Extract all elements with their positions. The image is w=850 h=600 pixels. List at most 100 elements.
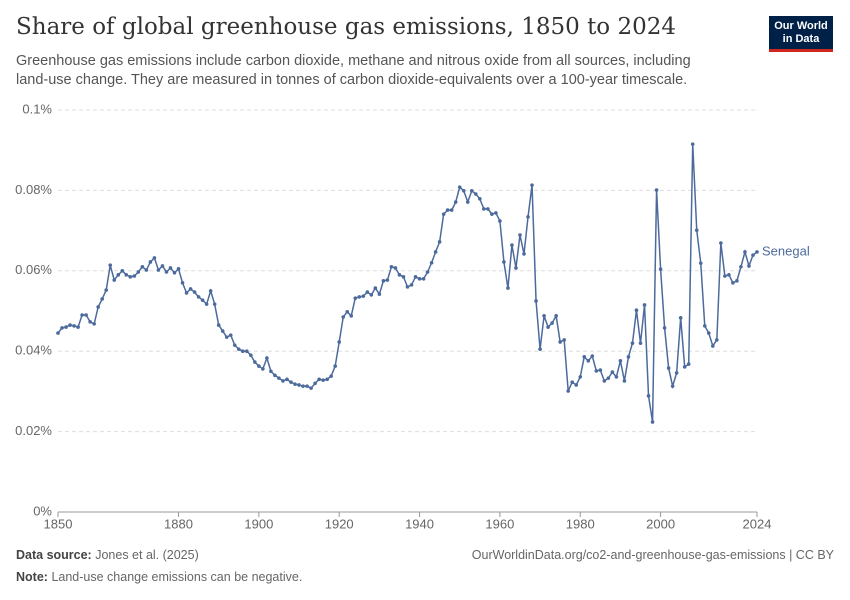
data-point <box>381 279 386 283</box>
data-point <box>530 183 534 187</box>
data-point <box>293 382 297 386</box>
url[interactable]: OurWorldinData.org/co2-and-greenhouse-ga… <box>471 548 834 562</box>
data-point <box>156 268 161 272</box>
data-point <box>441 212 446 216</box>
data-point <box>297 383 301 387</box>
data-point <box>654 188 659 192</box>
note-label: Note: <box>16 570 48 584</box>
data-point <box>176 266 181 271</box>
data-point <box>92 322 96 326</box>
data-point <box>200 298 205 302</box>
data-point <box>429 260 434 265</box>
data-point <box>582 355 587 359</box>
data-point <box>674 371 679 375</box>
data-point <box>574 383 579 387</box>
data-point <box>453 200 458 204</box>
data-point <box>498 219 502 223</box>
y-tick-label: 0.02% <box>15 423 52 438</box>
data-point <box>313 381 317 386</box>
data-point <box>715 338 719 342</box>
x-tick-label: 1960 <box>485 516 514 531</box>
data-point <box>751 253 755 257</box>
data-point <box>88 320 92 324</box>
data-point <box>578 375 583 379</box>
data-point <box>457 185 462 189</box>
data-point <box>482 207 486 211</box>
data-point <box>682 365 687 369</box>
chart-subtitle: Greenhouse gas emissions include carbon … <box>16 53 691 88</box>
data-point <box>502 260 506 264</box>
data-point <box>204 302 209 306</box>
data-point <box>461 189 466 193</box>
note-text: Land-use change emissions can be negativ… <box>51 570 303 584</box>
data-point <box>486 207 490 211</box>
data-point <box>437 240 442 244</box>
data-point <box>100 297 104 301</box>
data-point <box>473 192 478 196</box>
data-point <box>80 313 84 317</box>
x-tick-label: 1940 <box>405 516 434 531</box>
y-tick-label: 0% <box>33 503 52 518</box>
data-point <box>570 380 575 384</box>
data-point <box>506 286 510 290</box>
data-point <box>68 323 72 327</box>
data-point <box>542 314 546 318</box>
data-point <box>666 366 671 370</box>
data-point <box>60 326 64 330</box>
data-point <box>421 277 426 281</box>
data-point <box>646 394 651 398</box>
data-point <box>743 250 747 254</box>
data-point <box>188 287 193 291</box>
x-tick-label: 1900 <box>244 516 273 531</box>
data-point <box>425 270 430 274</box>
data-point <box>377 292 382 296</box>
data-point <box>285 377 289 382</box>
data-point <box>224 335 229 339</box>
data-point <box>261 367 265 371</box>
data-point <box>514 266 518 270</box>
data-point <box>265 356 269 360</box>
data-point <box>522 252 526 256</box>
series-line <box>57 144 758 423</box>
data-point <box>594 369 599 373</box>
data-point <box>638 341 643 345</box>
data-point <box>136 270 141 274</box>
data-point <box>650 420 655 424</box>
data-point <box>56 331 60 335</box>
data-point <box>216 323 221 327</box>
data-point <box>670 384 675 388</box>
data-point <box>694 228 699 232</box>
data-point <box>610 370 615 374</box>
data-point <box>518 233 522 237</box>
data-point <box>546 325 550 329</box>
data-point <box>253 360 257 364</box>
data-point <box>84 313 88 317</box>
data-point <box>719 241 723 245</box>
data-point <box>144 268 149 272</box>
data-point <box>245 349 249 354</box>
data-point <box>64 325 68 329</box>
data-point <box>152 256 157 260</box>
data-point <box>269 369 273 374</box>
data-point <box>417 277 422 281</box>
x-tick-label: 1850 <box>44 516 73 531</box>
data-point <box>618 359 623 363</box>
data-point <box>220 329 225 333</box>
data-point <box>236 347 241 351</box>
data-point <box>301 384 305 388</box>
data-point <box>345 310 350 314</box>
data-point <box>112 278 117 282</box>
data-point <box>614 375 619 379</box>
data-point <box>341 315 346 319</box>
logo[interactable]: Our World in Data <box>769 16 833 52</box>
data-point <box>357 295 362 299</box>
data-point <box>249 353 253 358</box>
data-point <box>76 325 80 329</box>
data-point <box>662 326 667 330</box>
data-point <box>393 266 398 270</box>
data-point <box>538 347 542 351</box>
data-point <box>602 379 607 383</box>
data-point <box>606 376 611 380</box>
data-point <box>72 324 76 328</box>
data-point <box>329 374 333 378</box>
